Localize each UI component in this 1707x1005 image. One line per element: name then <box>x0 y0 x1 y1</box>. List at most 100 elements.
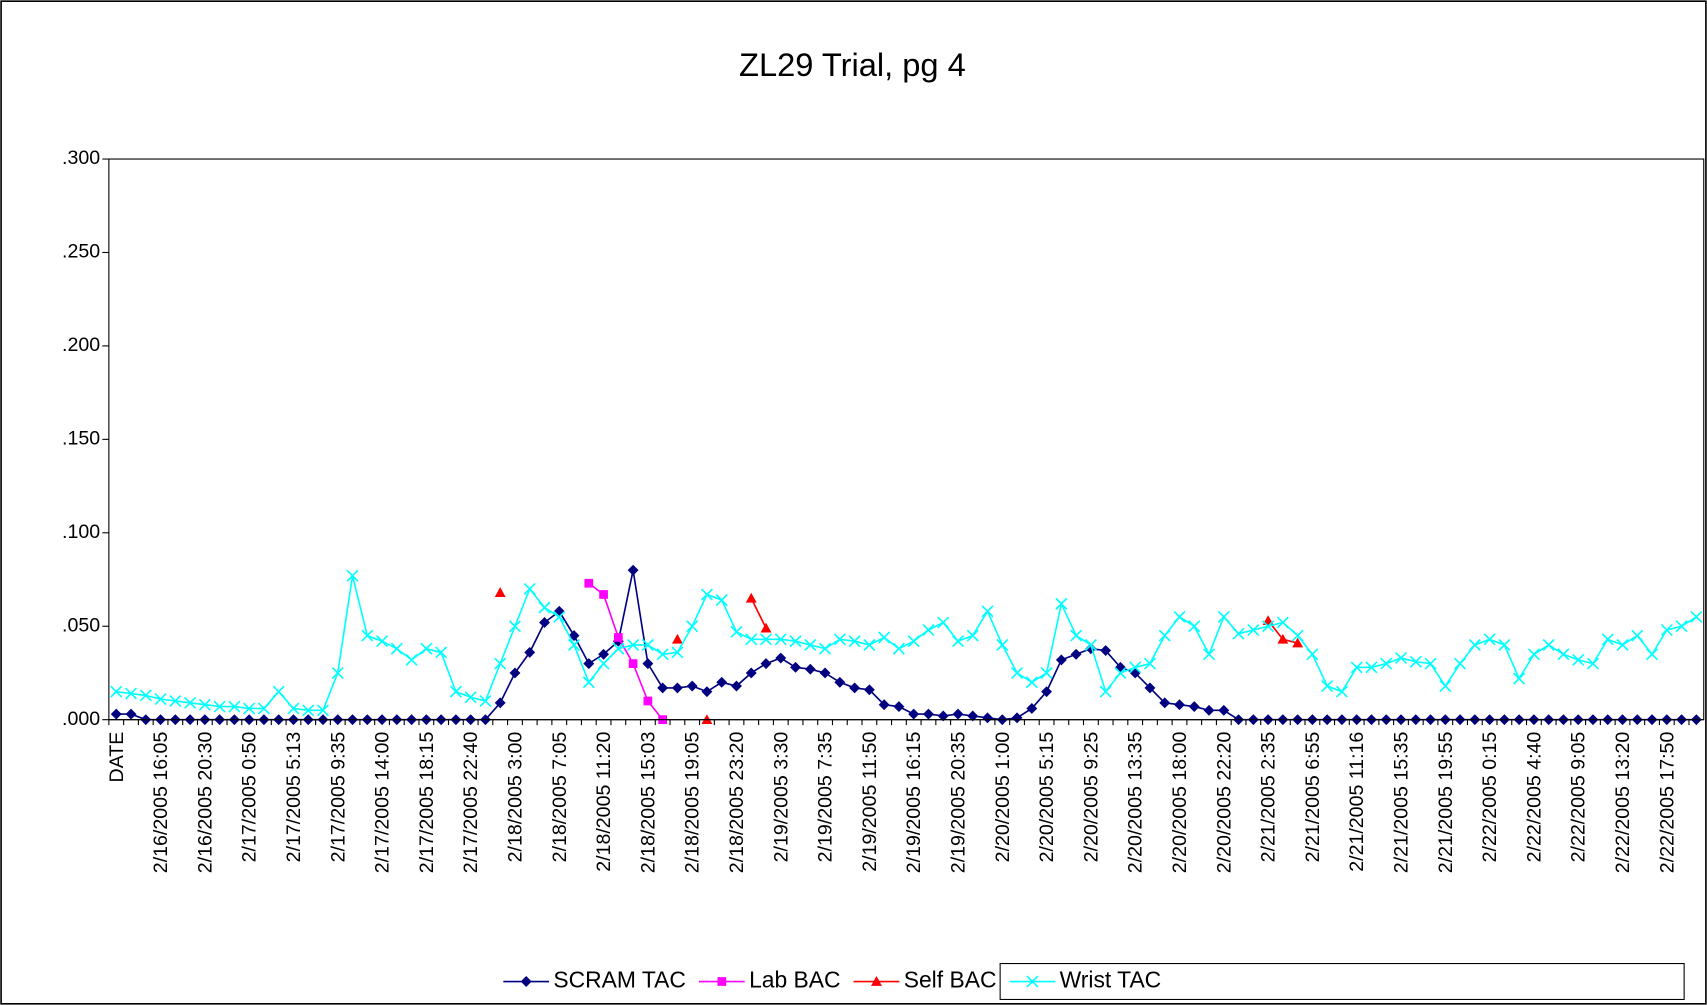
data-point <box>790 661 801 673</box>
legend-marker <box>871 976 882 986</box>
data-point <box>1292 637 1304 648</box>
data-point <box>1365 661 1378 674</box>
x-tick-label: 2/18/2005 23:20 <box>726 732 748 874</box>
data-point <box>598 648 610 660</box>
data-point <box>951 635 965 648</box>
legend-label: Self BAC <box>904 967 997 993</box>
data-point <box>1498 638 1511 651</box>
x-tick-label: 2/18/2005 15:03 <box>637 732 659 874</box>
data-point <box>700 588 713 601</box>
x-tick-label: 2/16/2005 20:30 <box>194 732 216 874</box>
x-tick-label: DATE <box>106 732 128 783</box>
data-point <box>287 702 300 715</box>
data-point <box>1321 680 1334 693</box>
x-tick-label: 2/21/2005 11:16 <box>1346 732 1368 872</box>
data-point <box>715 594 728 607</box>
data-point <box>1099 685 1112 698</box>
x-tick-label: 2/18/2005 19:05 <box>682 732 704 874</box>
data-point <box>154 693 167 706</box>
data-point <box>1513 672 1526 685</box>
data-point <box>110 708 122 720</box>
x-tick-label: 2/20/2005 5:15 <box>1036 732 1058 863</box>
data-point <box>583 658 595 670</box>
data-point <box>198 698 211 711</box>
data-point <box>745 633 758 646</box>
x-tick-label: 2/21/2005 15:35 <box>1391 732 1413 874</box>
data-point <box>849 682 861 694</box>
data-point <box>1483 633 1496 646</box>
data-point <box>1646 648 1659 661</box>
data-point <box>760 658 772 670</box>
x-tick-label: 2/18/2005 11:20 <box>593 732 615 872</box>
legend-marker <box>717 977 727 986</box>
x-tick-label: 2/17/2005 22:40 <box>460 732 482 874</box>
data-point <box>228 700 241 713</box>
data-point <box>1217 610 1230 623</box>
x-tick-label: 2/20/2005 22:20 <box>1213 732 1235 874</box>
data-point <box>1527 648 1540 661</box>
data-point <box>686 680 698 692</box>
data-point <box>1040 666 1053 679</box>
data-point <box>1232 627 1245 640</box>
data-point <box>1291 629 1304 642</box>
data-point <box>1070 648 1082 660</box>
data-point <box>508 620 521 633</box>
data-point <box>1247 623 1260 637</box>
data-point <box>494 587 506 597</box>
data-point <box>568 638 581 651</box>
data-point <box>1188 701 1200 713</box>
plot-area <box>108 158 1705 721</box>
x-tick-label: 2/19/2005 11:50 <box>859 732 881 872</box>
data-point <box>1158 629 1171 642</box>
data-point <box>1011 712 1023 724</box>
data-point <box>627 638 640 651</box>
data-point <box>671 646 684 659</box>
data-point <box>937 616 950 629</box>
data-point <box>494 697 506 709</box>
y-tick-label: .050 <box>62 614 100 636</box>
x-tick-label: 2/21/2005 6:55 <box>1302 732 1324 863</box>
legend-box <box>999 962 1685 1001</box>
data-point <box>774 633 787 646</box>
data-point <box>582 676 595 689</box>
data-point <box>834 676 846 688</box>
data-point <box>1100 645 1112 656</box>
data-point <box>316 704 330 717</box>
data-point <box>1380 657 1393 670</box>
data-point <box>642 658 654 670</box>
data-point <box>257 702 270 715</box>
data-point <box>1262 620 1275 633</box>
data-point <box>1601 633 1614 646</box>
x-tick-label: 2/17/2005 9:35 <box>327 732 349 863</box>
data-point <box>967 710 979 722</box>
data-point <box>1616 638 1629 651</box>
data-point <box>1025 676 1038 689</box>
data-point <box>893 701 905 713</box>
data-point <box>952 708 964 720</box>
data-point <box>597 657 610 670</box>
x-tick-label: 2/20/2005 9:25 <box>1080 732 1102 863</box>
data-point <box>1468 638 1481 651</box>
data-point <box>878 631 891 644</box>
data-point <box>686 620 699 633</box>
data-point <box>1011 666 1024 679</box>
data-point <box>1114 666 1127 679</box>
data-point <box>1335 685 1348 698</box>
data-point <box>1557 648 1570 661</box>
data-point <box>1675 620 1688 633</box>
data-point <box>539 617 550 628</box>
data-point <box>243 702 256 715</box>
data-point <box>613 633 623 642</box>
data-point <box>937 710 949 722</box>
data-point <box>538 601 551 614</box>
data-point <box>981 605 994 618</box>
data-point <box>701 686 713 698</box>
data-point <box>1055 654 1067 666</box>
data-point <box>331 666 344 679</box>
data-point <box>479 694 492 708</box>
data-point <box>1631 629 1644 642</box>
x-tick-label: 2/17/2005 14:00 <box>372 732 394 874</box>
x-tick-label: 2/22/2005 4:40 <box>1523 732 1545 863</box>
legend: SCRAM TAC Lab BAC Self BAC Wrist TAC <box>503 962 1685 1001</box>
data-point <box>376 635 389 648</box>
